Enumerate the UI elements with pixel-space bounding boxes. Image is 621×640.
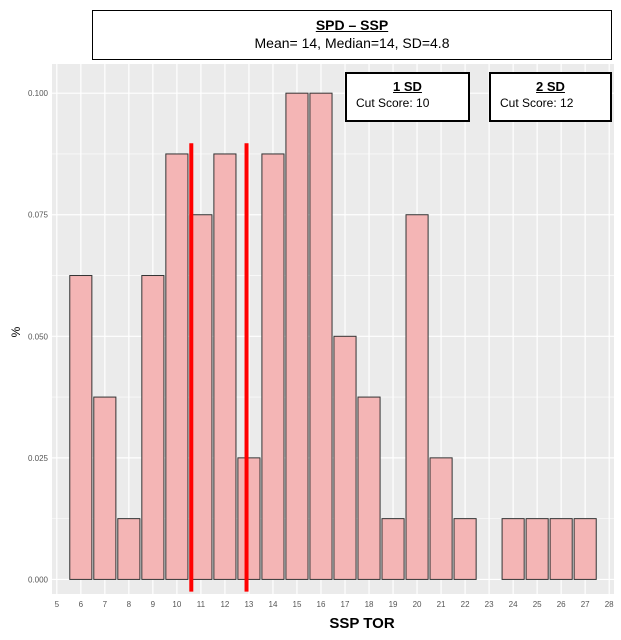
annotation-1sd-box: 1 SD Cut Score: 10 [345, 72, 470, 122]
bar [357, 396, 381, 580]
bar [501, 518, 525, 580]
x-tick-label: 21 [437, 600, 446, 609]
x-tick-label: 10 [172, 600, 181, 609]
x-tick-label: 17 [341, 600, 350, 609]
annotation-2sd-heading: 2 SD [536, 79, 565, 94]
x-tick-label: 18 [365, 600, 374, 609]
bar [429, 457, 453, 580]
x-tick-label: 9 [151, 600, 156, 609]
bar [117, 518, 141, 580]
bar [165, 153, 189, 580]
bar [141, 275, 165, 580]
x-tick-label: 12 [220, 600, 229, 609]
bar [285, 92, 309, 580]
bar [453, 518, 477, 580]
bar [573, 518, 597, 580]
y-tick-label: 0.050 [28, 332, 49, 341]
bar [381, 518, 405, 580]
bar [69, 275, 93, 580]
x-tick-label: 25 [533, 600, 542, 609]
chart-title: SPD – SSP [315, 17, 389, 33]
x-tick-label: 13 [244, 600, 253, 609]
y-axis-label: % [9, 326, 23, 337]
x-tick-label: 20 [413, 600, 422, 609]
bar [333, 335, 357, 580]
chart-subtitle-stats: Mean= 14, Median=14, SD=4.8 [254, 35, 450, 51]
annotation-1sd-cut-score: Cut Score: 10 [356, 96, 430, 110]
y-tick-label: 0.025 [28, 454, 49, 463]
y-tick-labels: 0.000 0.025 0.050 0.075 0.100 [28, 89, 49, 584]
bar [309, 92, 333, 580]
bars [69, 92, 597, 580]
x-tick-label: 23 [485, 600, 494, 609]
bar [261, 153, 285, 580]
bar [93, 396, 117, 580]
annotation-2sd-cut-score: Cut Score: 12 [500, 96, 574, 110]
x-tick-label: 26 [557, 600, 566, 609]
x-tick-label: 14 [269, 600, 278, 609]
x-tick-label: 16 [317, 600, 326, 609]
x-tick-label: 8 [127, 600, 132, 609]
y-tick-label: 0.075 [28, 211, 49, 220]
x-tick-label: 27 [581, 600, 590, 609]
x-tick-label: 11 [197, 600, 206, 609]
bar [525, 518, 549, 580]
x-tick-label: 28 [605, 600, 614, 609]
chart-title-box: SPD – SSP Mean= 14, Median=14, SD=4.8 [92, 10, 612, 60]
annotation-2sd-box: 2 SD Cut Score: 12 [489, 72, 612, 122]
y-tick-label: 0.000 [28, 575, 49, 584]
bar [549, 518, 573, 580]
bar [213, 153, 237, 580]
x-tick-label: 19 [389, 600, 398, 609]
y-tick-label: 0.100 [28, 89, 49, 98]
x-tick-label: 6 [79, 600, 84, 609]
x-axis-label: SSP TOR [329, 615, 394, 632]
cut-score-lines [189, 143, 249, 592]
x-tick-labels: 5 6 7 8 9 10 11 12 13 14 15 16 17 18 19 20 21 22 23 24 25 26 2… [55, 600, 615, 609]
x-tick-label: 15 [293, 600, 302, 609]
annotation-1sd-heading: 1 SD [393, 79, 422, 94]
x-tick-label: 5 [55, 600, 60, 609]
x-tick-label: 22 [461, 600, 470, 609]
plot-panel [52, 64, 614, 594]
bar [405, 214, 429, 580]
x-tick-label: 7 [103, 600, 108, 609]
bar [237, 457, 261, 580]
x-tick-label: 24 [509, 600, 518, 609]
